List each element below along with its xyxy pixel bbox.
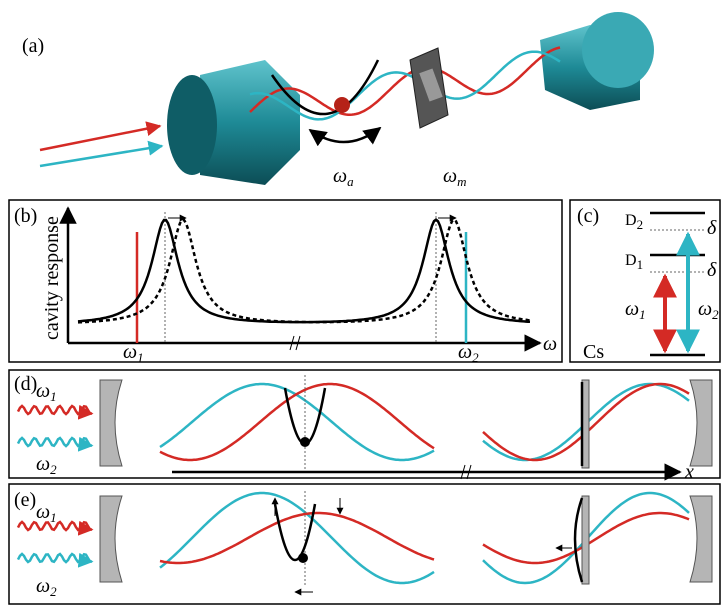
input-beam	[39, 140, 164, 168]
waves	[249, 46, 561, 121]
break	[466, 464, 472, 480]
omega-1: ω1	[625, 298, 646, 322]
input-wave	[16, 552, 94, 568]
atom	[298, 553, 308, 563]
label: (e)	[14, 489, 36, 511]
omega-1: ω1	[123, 341, 144, 365]
break	[460, 464, 466, 480]
mirror	[689, 495, 713, 583]
wave	[159, 382, 435, 462]
mirror	[689, 379, 713, 467]
label: (a)	[22, 35, 44, 57]
panel-d: (d) ω1 ω2 x	[8, 369, 721, 483]
panel-b: (b) cavity response ω1 ω2 ω	[8, 199, 563, 365]
omega-a: ωa	[333, 165, 354, 189]
atom	[300, 437, 310, 447]
membrane	[573, 497, 584, 583]
input-beam	[39, 121, 162, 152]
panel-c: (c) D2 D1 δ δ ω1 ω2 Cs	[569, 199, 721, 363]
panel-e: (e) ω1 ω2	[8, 483, 721, 605]
omega-2: ω2	[36, 575, 57, 599]
label: (b)	[14, 205, 37, 227]
x-label: x	[684, 461, 694, 483]
input-wave	[16, 404, 94, 420]
wave	[249, 50, 561, 121]
omega-1: ω1	[36, 380, 57, 404]
input-wave	[16, 436, 94, 452]
mirror	[99, 495, 123, 583]
omega-2: ω2	[458, 341, 479, 365]
atom	[334, 97, 350, 113]
frame	[569, 199, 721, 363]
omega-2: ω2	[36, 453, 57, 477]
level-d1: D1	[625, 252, 643, 272]
omega-2: ω2	[698, 298, 719, 322]
ground-label: Cs	[583, 341, 604, 363]
frame	[8, 199, 563, 363]
label: (d)	[14, 373, 37, 395]
response-shifted	[77, 217, 531, 324]
label: (c)	[577, 205, 599, 227]
membrane-holder	[581, 495, 590, 585]
level-d2: D2	[625, 212, 643, 232]
mirror	[99, 379, 123, 467]
input-wave	[16, 520, 94, 536]
panel-a: (a) ωa ωm	[22, 12, 654, 189]
frame	[8, 369, 721, 479]
break	[295, 335, 301, 351]
break	[289, 335, 295, 351]
omega-m: ωm	[443, 165, 467, 189]
objective-face	[582, 12, 654, 88]
delta: δ	[707, 259, 717, 281]
frame	[8, 483, 721, 605]
wave	[159, 511, 435, 565]
delta: δ	[707, 217, 717, 239]
objective-face	[167, 75, 217, 175]
membrane-window	[419, 68, 443, 102]
x-label: ω	[543, 333, 557, 355]
wave	[159, 382, 435, 462]
wave	[249, 46, 561, 116]
trap	[270, 59, 380, 116]
trap	[273, 503, 317, 561]
omega-1: ω1	[36, 501, 57, 525]
y-label: cavity response	[41, 216, 63, 340]
wave	[159, 491, 435, 585]
oscillation	[308, 126, 382, 147]
response	[77, 217, 531, 324]
